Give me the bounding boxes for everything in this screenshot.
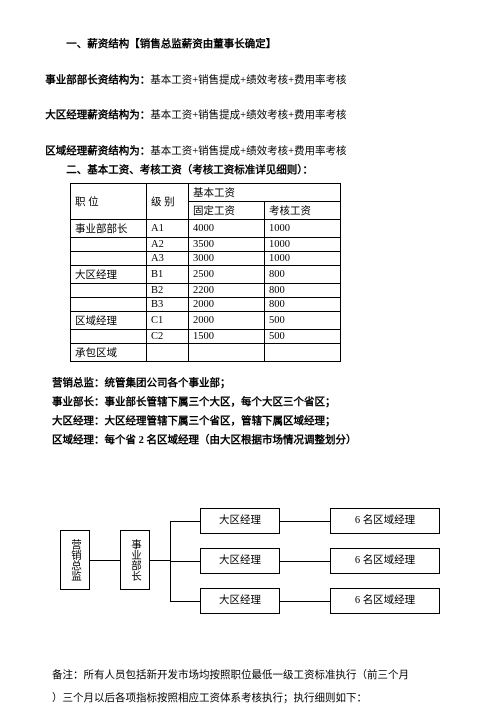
table-cell: 承包区域 bbox=[71, 344, 147, 362]
footnote-line: 备注：所有人员包括新开发市场均按照职位最低一级工资标准执行（前三个月 bbox=[52, 664, 460, 687]
table-cell: 800 bbox=[265, 266, 341, 284]
table-cell: B2 bbox=[147, 284, 189, 298]
table-row: A330001000 bbox=[71, 252, 341, 266]
value: 基本工资+销售提成+绩效考核+费用率考核 bbox=[150, 146, 346, 157]
connector bbox=[150, 560, 170, 561]
connector bbox=[280, 601, 330, 602]
table-cell: 1000 bbox=[265, 252, 341, 266]
label: 事业部部长资结构为： bbox=[45, 75, 150, 86]
table-cell: 1000 bbox=[265, 220, 341, 238]
table-cell bbox=[71, 330, 147, 344]
th-grade: 级 别 bbox=[147, 184, 189, 220]
table-row: 承包区域 bbox=[71, 344, 341, 362]
label: 区域经理薪资结构为： bbox=[45, 146, 150, 157]
table-row: 事业部部长A140001000 bbox=[71, 220, 341, 238]
heading-2: 二、基本工资、考核工资（考核工资标准详见细则）： bbox=[40, 163, 460, 180]
table-cell: A2 bbox=[147, 238, 189, 252]
line-area-mgr: 区域经理薪资结构为：基本工资+销售提成+绩效考核+费用率考核 bbox=[40, 127, 460, 161]
table-cell: 800 bbox=[265, 284, 341, 298]
table-cell bbox=[71, 298, 147, 312]
footnote-line: ）三个月以后各项指标按照相应工资体系考核执行；执行细则如下： bbox=[52, 687, 460, 710]
table-row: B32000800 bbox=[71, 298, 341, 312]
value: 基本工资+销售提成+绩效考核+费用率考核 bbox=[150, 75, 346, 86]
footnote: 备注：所有人员包括新开发市场均按照职位最低一级工资标准执行（前三个月 ）三个月以… bbox=[40, 664, 460, 710]
node-region-mgr: 大区经理 bbox=[200, 588, 280, 614]
desc-line: 事业部长：事业部长管辖下属三个大区，每个大区三个省区； bbox=[52, 395, 460, 412]
table-cell: 500 bbox=[265, 312, 341, 330]
connector bbox=[170, 521, 200, 522]
table-cell: 2200 bbox=[189, 284, 265, 298]
table-cell: 3000 bbox=[189, 252, 265, 266]
node-area-mgr: 6 名区域经理 bbox=[330, 508, 440, 534]
org-chart: 营销总监事业部长大区经理6 名区域经理大区经理6 名区域经理大区经理6 名区域经… bbox=[40, 480, 460, 630]
node-director: 营销总监 bbox=[60, 530, 90, 590]
table-cell: 800 bbox=[265, 298, 341, 312]
heading-1: 一、薪资结构【销售总监薪资由董事长确定】 bbox=[40, 37, 460, 54]
table-cell: A1 bbox=[147, 220, 189, 238]
th-base: 基本工资 bbox=[189, 184, 341, 202]
table-cell bbox=[265, 344, 341, 362]
table-cell bbox=[71, 284, 147, 298]
table-cell: B1 bbox=[147, 266, 189, 284]
th-position: 职 位 bbox=[71, 184, 147, 220]
table-row: C21500500 bbox=[71, 330, 341, 344]
table-cell: C2 bbox=[147, 330, 189, 344]
table-cell: 4000 bbox=[189, 220, 265, 238]
desc-line: 营销总监：统管集团公司各个事业部； bbox=[52, 376, 460, 393]
table-cell: 500 bbox=[265, 330, 341, 344]
table-cell: 2500 bbox=[189, 266, 265, 284]
table-cell bbox=[147, 344, 189, 362]
table-row: 区域经理C12000500 bbox=[71, 312, 341, 330]
table-row: A235001000 bbox=[71, 238, 341, 252]
line-biz-dept: 事业部部长资结构为：基本工资+销售提成+绩效考核+费用率考核 bbox=[40, 56, 460, 90]
connector bbox=[90, 560, 120, 561]
table-cell: 事业部部长 bbox=[71, 220, 147, 238]
node-region-mgr: 大区经理 bbox=[200, 508, 280, 534]
table-cell: 区域经理 bbox=[71, 312, 147, 330]
salary-table: 职 位 级 别 基本工资 固定工资 考核工资 事业部部长A140001000A2… bbox=[70, 183, 341, 362]
th-assess: 考核工资 bbox=[265, 202, 341, 220]
node-area-mgr: 6 名区域经理 bbox=[330, 588, 440, 614]
table-cell: A3 bbox=[147, 252, 189, 266]
table-cell: 大区经理 bbox=[71, 266, 147, 284]
table-row: 大区经理B12500800 bbox=[71, 266, 341, 284]
table-cell: B3 bbox=[147, 298, 189, 312]
table-cell: 3500 bbox=[189, 238, 265, 252]
line-region-mgr: 大区经理薪资结构为：基本工资+销售提成+绩效考核+费用率考核 bbox=[40, 91, 460, 125]
table-cell bbox=[71, 252, 147, 266]
value: 基本工资+销售提成+绩效考核+费用率考核 bbox=[150, 110, 346, 121]
table-row: B22200800 bbox=[71, 284, 341, 298]
table-cell: 2000 bbox=[189, 298, 265, 312]
description-block: 营销总监：统管集团公司各个事业部； 事业部长：事业部长管辖下属三个大区，每个大区… bbox=[40, 376, 460, 449]
table-cell bbox=[71, 238, 147, 252]
node-dept-head: 事业部长 bbox=[120, 530, 150, 590]
desc-line: 区域经理：每个省 2 名区域经理（由大区根据市场情况调整划分） bbox=[52, 433, 460, 450]
connector bbox=[280, 521, 330, 522]
table-header-row: 职 位 级 别 基本工资 bbox=[71, 184, 341, 202]
connector bbox=[280, 561, 330, 562]
th-fixed: 固定工资 bbox=[189, 202, 265, 220]
node-region-mgr: 大区经理 bbox=[200, 548, 280, 574]
table-cell: 2000 bbox=[189, 312, 265, 330]
table-cell bbox=[189, 344, 265, 362]
table-cell: 1500 bbox=[189, 330, 265, 344]
node-area-mgr: 6 名区域经理 bbox=[330, 548, 440, 574]
connector bbox=[170, 561, 200, 562]
table-cell: C1 bbox=[147, 312, 189, 330]
connector bbox=[170, 601, 200, 602]
table-cell: 1000 bbox=[265, 238, 341, 252]
label: 大区经理薪资结构为： bbox=[45, 110, 150, 121]
desc-line: 大区经理：大区经理管辖下属三个省区，管辖下属区域经理； bbox=[52, 414, 460, 431]
